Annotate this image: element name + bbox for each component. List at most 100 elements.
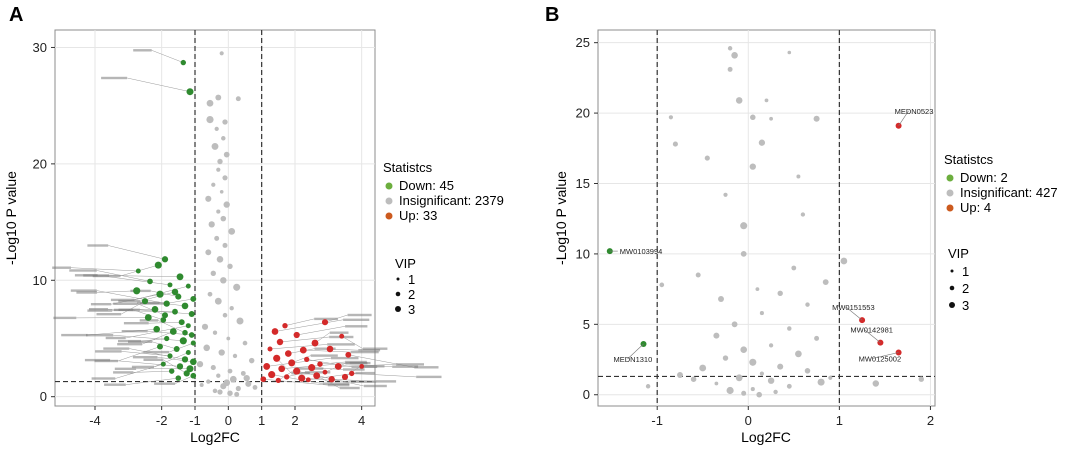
panel-a-point-up-17 [278, 365, 286, 373]
panel-a-x-tick-label-1: -2 [156, 413, 168, 428]
panel-a-callout-line-down-40 [174, 375, 194, 384]
panel-a-point-insignificant-3 [235, 96, 241, 102]
panel-a-callout-tag-up-3 [345, 325, 368, 328]
panel-a-point-up-31 [305, 377, 311, 383]
panel-a-point-insignificant-51 [235, 385, 241, 392]
panel-a-point-insignificant-46 [216, 373, 221, 378]
panel-a-point-insignificant-48 [206, 379, 211, 384]
panel-a-legend-vip-2: 2 [408, 287, 415, 302]
panel-a-callout-line-up-24 [286, 372, 305, 378]
panel-a-point-down-34 [189, 358, 197, 366]
panel-b-legend-down-swatch [946, 174, 954, 182]
panel-a-point-insignificant-14 [219, 190, 224, 194]
panel-a-point-up-2 [276, 338, 284, 346]
panel-a-point-insignificant-31 [229, 306, 234, 311]
panel-a-point-insignificant-59 [223, 379, 231, 387]
panel-a-callout-tag-down-35 [91, 377, 116, 380]
panel-a-callout-line-down-11 [150, 290, 179, 297]
panel-a-point-insignificant-7 [221, 136, 226, 141]
panel-a-point-insignificant-18 [220, 215, 227, 222]
panel-a-callout-tag-down-10 [90, 303, 112, 306]
panel-a-callout-line-down-0 [151, 50, 184, 63]
panel-b-point-insignificant-1 [787, 50, 792, 55]
panel-a-callout-tag-down-14 [70, 289, 97, 292]
panel-a-point-down-23 [153, 325, 160, 333]
panel-a-point-up-12 [273, 354, 281, 362]
panel-a-callout-tag-down-39 [143, 358, 164, 361]
panel-a-callout-tag-up-29 [327, 383, 350, 387]
panel-b-point-insignificant-46 [677, 372, 683, 378]
panel-a-point-insignificant-26 [210, 270, 216, 276]
panel-a-callout-line-down-27 [113, 334, 184, 342]
panel-a-callout-line-down-12 [166, 298, 194, 304]
panel-a-y-tick-label-1: 10 [33, 273, 47, 288]
panel-a-point-insignificant-15 [205, 195, 212, 202]
panel-b-point-insignificant-23 [731, 321, 738, 328]
panel-a-callout-tag-down-9 [76, 291, 98, 294]
panel-a-point-down-44 [182, 329, 188, 336]
panel-b-x-tick-label-0: -1 [651, 413, 663, 428]
panel-a-callout-line-down-41 [125, 377, 179, 385]
panel-a-point-insignificant-29 [207, 291, 213, 297]
panel-a-point-down-42 [161, 312, 169, 319]
panel-a-point-up-13 [288, 359, 296, 367]
panel-a-callout-line-down-21 [148, 321, 182, 324]
panel-a-callout-tag-down-2 [87, 244, 109, 247]
panel-a-point-down-20 [160, 317, 167, 323]
panel-b-point-label-up-3: MW0125002 [859, 355, 902, 364]
panel-a-point-insignificant-20 [228, 228, 236, 235]
panel-a-callout-tag-down-34 [132, 356, 158, 359]
panel-a-point-down-5 [176, 273, 184, 281]
panel-a-callout-tag-up-5 [314, 347, 336, 350]
panel-a-point-up-18 [293, 367, 301, 375]
panel-a-point-down-10 [156, 290, 164, 298]
panel-a-callout-tag-down-41 [104, 383, 126, 386]
panel-b-y-ticks: 0 5 10 15 20 25 [576, 35, 598, 402]
panel-a-callout-tag-down-31 [131, 365, 154, 369]
panel-b-point-insignificant-12 [723, 192, 728, 197]
panel-a-callout-tag-up-24 [304, 371, 331, 374]
panel-a-point-insignificant-42 [196, 360, 204, 368]
panel-b-label-connector-up-1 [845, 306, 863, 321]
panel-b-point-insignificant-14 [791, 265, 797, 271]
panel-a-callout-tag-up-26 [339, 386, 360, 390]
panel-b-point-insignificant-31 [749, 358, 757, 366]
panel-a-point-insignificant-40 [232, 353, 238, 359]
panel-a-x-axis-label: Log2FC [190, 429, 240, 445]
panel-a-callout-tag-up-11 [414, 366, 439, 369]
panel-b-x-tick-label-2: 1 [836, 413, 843, 428]
panel-b-point-insignificant-5 [735, 97, 743, 104]
panel-a-callout-tag-up-31 [355, 371, 375, 375]
panel-b-point-insignificant-29 [795, 350, 802, 358]
panel-a-callout-tag-down-22 [105, 336, 126, 340]
panel-a-legend-down-swatch [385, 182, 393, 190]
panel-a-point-down-33 [181, 356, 189, 363]
panel-a-point-insignificant-45 [240, 370, 246, 376]
panel-b-point-label-up-1: MW0151553 [832, 303, 875, 312]
panel-a-point-insignificant-43 [210, 365, 216, 371]
panel-a-callout-line-up-2 [279, 336, 330, 343]
panel-a-point-down-40 [190, 372, 197, 379]
panel-a-point-up-19 [308, 364, 316, 372]
panel-a-callout-line-down-5 [108, 275, 181, 278]
panel-a-callout-line-down-6 [96, 270, 151, 282]
panel-b-point-insignificant-40 [750, 387, 755, 392]
panel-a-point-down-13 [141, 298, 149, 305]
panel-a-callout-line-up-27 [331, 378, 377, 382]
panel-a-point-up-14 [304, 356, 310, 363]
panel-b-x-tick-label-3: 2 [927, 413, 934, 428]
panel-a-callout-tag-up-22 [416, 375, 442, 379]
panel-b-point-label-down-1: MEDN1310 [614, 355, 653, 364]
panel-a-point-down-18 [188, 311, 195, 317]
panel-a-callout-line-up-16 [266, 357, 332, 367]
panel-b-point-insignificant-48 [817, 378, 825, 386]
panel-a-point-up-5 [285, 350, 292, 357]
panel-b-point-insignificant-26 [814, 335, 820, 341]
panel-a-callout-tag-down-43 [118, 299, 141, 303]
panel-b-point-insignificant-25 [713, 332, 720, 339]
panel-b-point-insignificant-50 [872, 380, 880, 387]
panel-b-legend-vip-1-swatch [950, 269, 954, 273]
panel-b-point-insignificant-11 [758, 139, 766, 146]
panel-a-callout-tag-down-13 [96, 313, 122, 316]
